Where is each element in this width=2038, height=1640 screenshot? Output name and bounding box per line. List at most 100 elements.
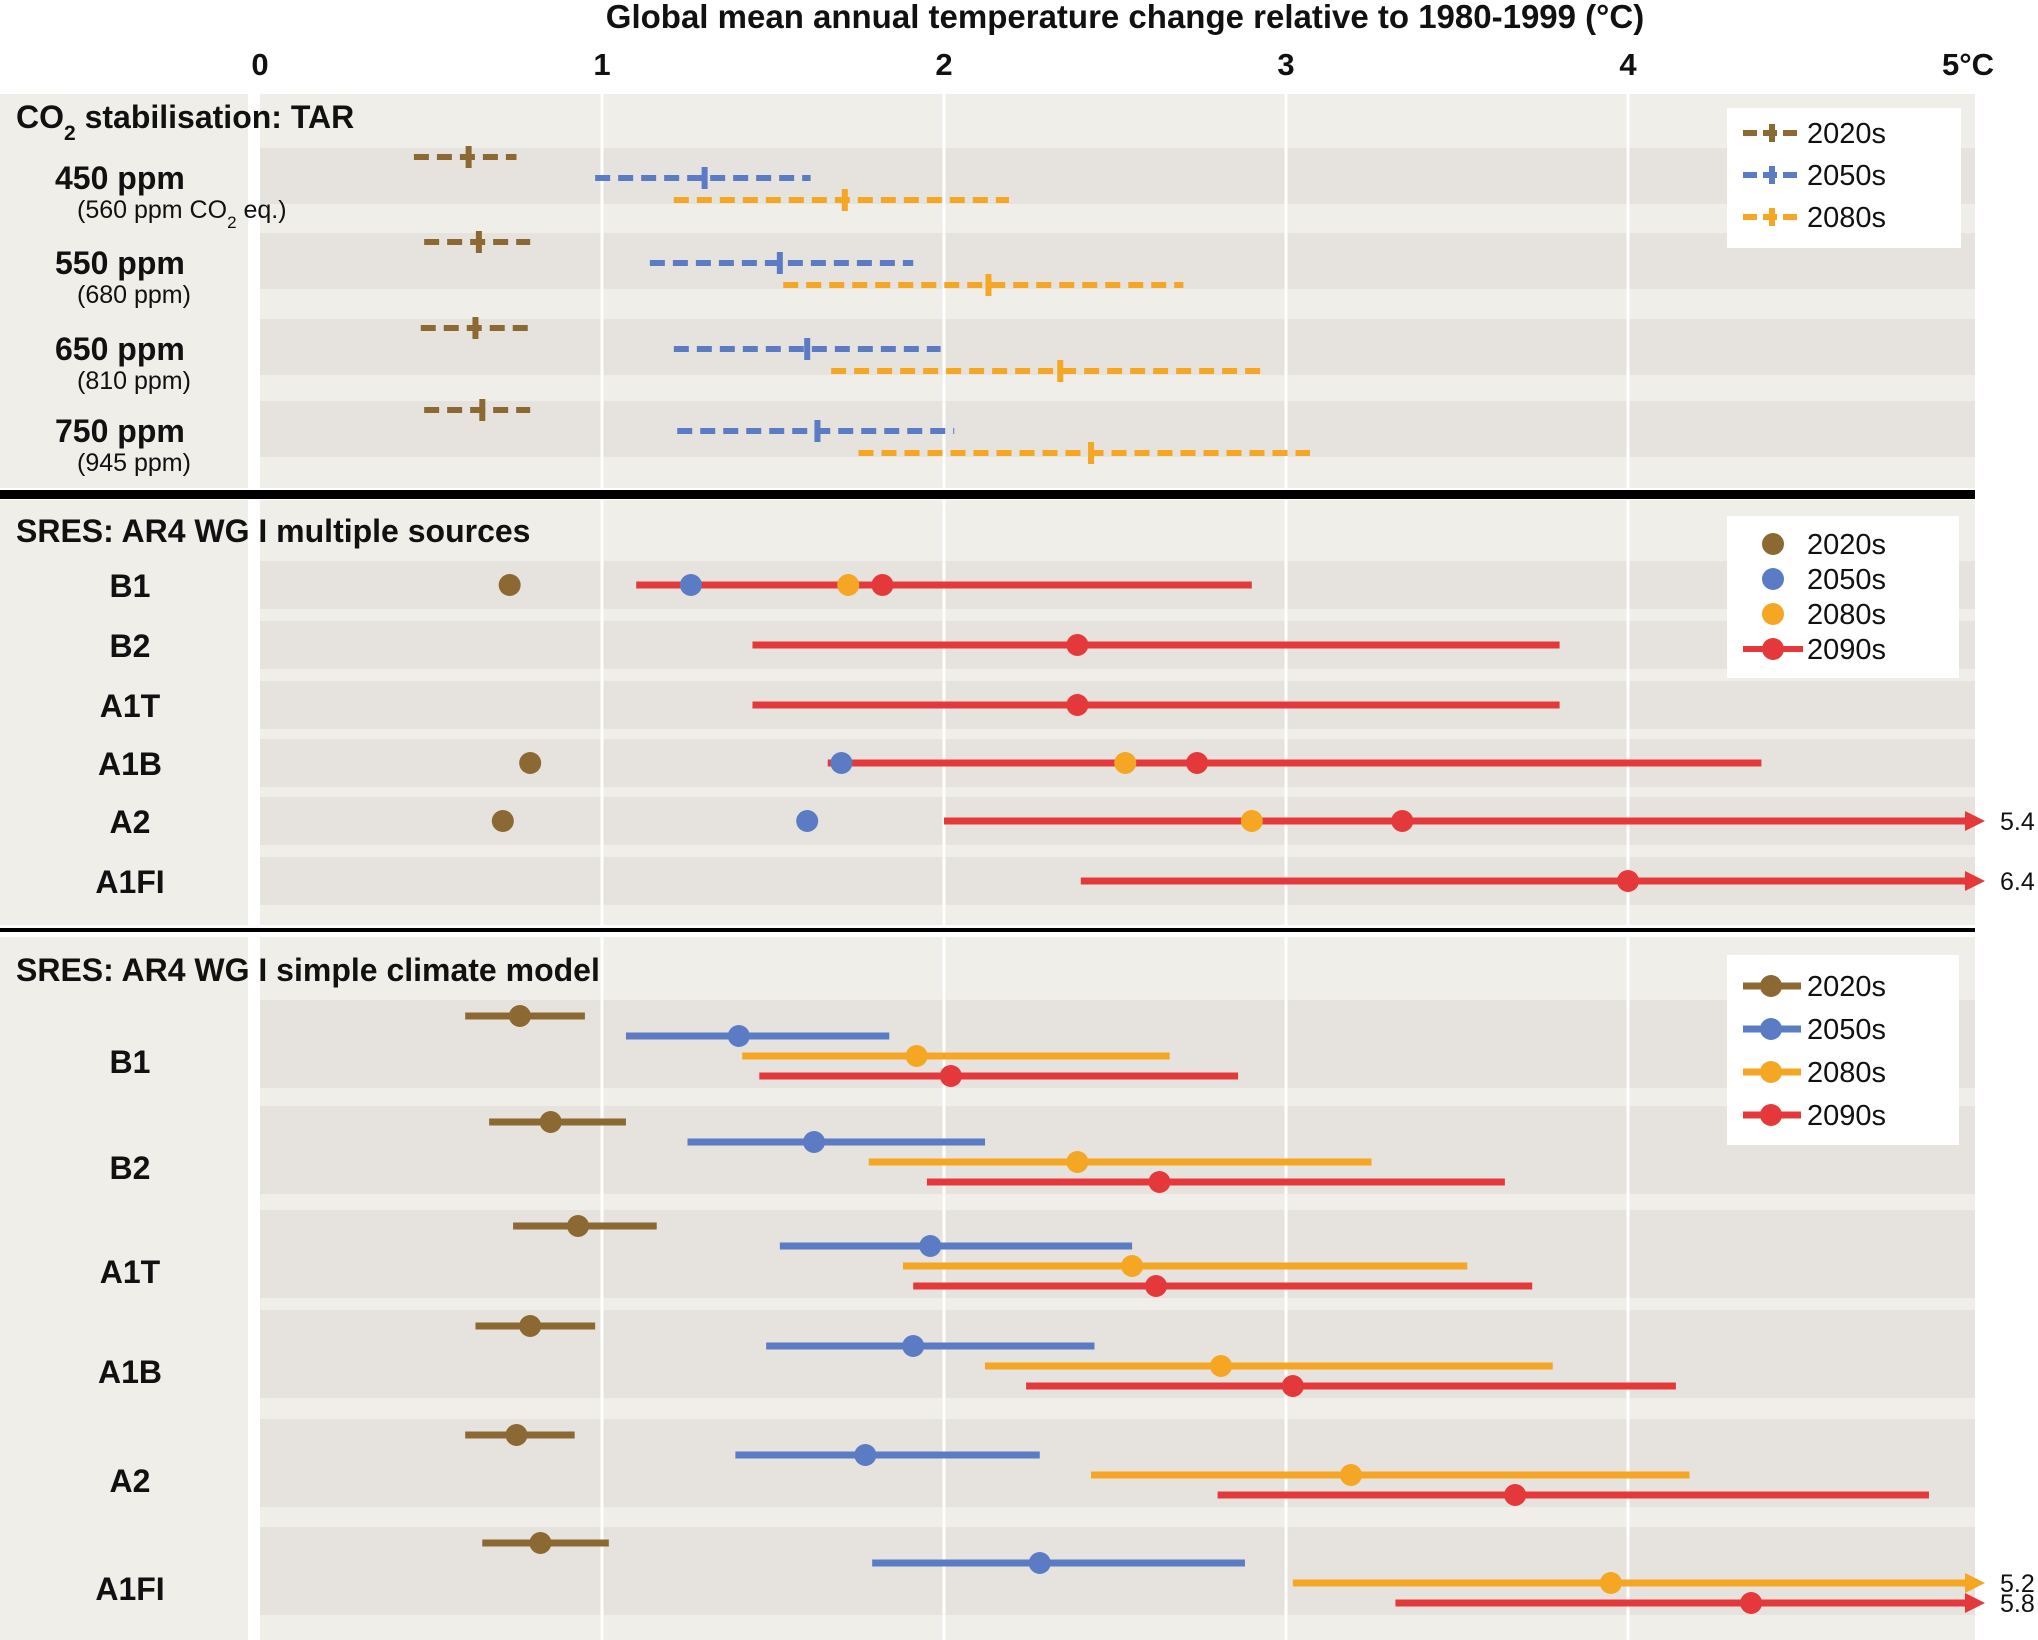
row-label: A2 xyxy=(110,1463,151,1499)
overflow-value-label: 5.8 xyxy=(2000,1590,2035,1618)
x-tick-label: 4 xyxy=(1619,47,1637,82)
legend-label: 2080s xyxy=(1807,202,1886,234)
point-2020s xyxy=(519,1315,542,1337)
row-band xyxy=(260,148,1975,204)
row-label: B1 xyxy=(110,1044,151,1080)
legend-swatch-2020s xyxy=(1762,533,1784,555)
median-tick-2020s xyxy=(479,399,486,421)
median-tick-2080s xyxy=(985,274,992,296)
point-2090s xyxy=(1740,1592,1763,1614)
point-2090s xyxy=(1148,1171,1171,1193)
point-2050s xyxy=(902,1335,925,1357)
legend-label: 2020s xyxy=(1807,971,1886,1003)
median-tick-2080s xyxy=(1057,360,1064,382)
row-label: 750 ppm xyxy=(55,413,185,449)
median-tick-2020s xyxy=(472,317,479,339)
x-tick-label: 2 xyxy=(935,47,952,82)
point-2020s xyxy=(539,1111,562,1133)
median-tick-2050s xyxy=(776,252,783,274)
legend-label: 2090s xyxy=(1807,1100,1886,1132)
row-label: A1FI xyxy=(95,1571,164,1607)
legend-swatch-2080s xyxy=(1760,1061,1782,1083)
legend-swatch-tick xyxy=(1769,208,1775,226)
legend-swatch-2090s xyxy=(1762,638,1784,660)
overflow-arrow xyxy=(1965,871,1985,891)
row-label: 550 ppm xyxy=(55,245,185,281)
point-2090s xyxy=(1391,810,1414,832)
point-2050s xyxy=(727,1025,750,1047)
legend-swatch-2020s xyxy=(1760,975,1782,997)
row-band xyxy=(260,401,1975,457)
point-2080s xyxy=(1240,810,1263,832)
point-2020s xyxy=(508,1005,531,1027)
row-label: A1FI xyxy=(95,864,164,900)
panel-title: SRES: AR4 WG I simple climate model xyxy=(16,952,600,988)
legend-label: 2050s xyxy=(1807,564,1886,596)
legend-swatch-2050s xyxy=(1762,568,1784,590)
row-sublabel: (810 ppm) xyxy=(77,367,191,395)
overflow-value-label: 5.2 xyxy=(2000,1570,2035,1598)
plot-left-strip xyxy=(248,94,260,1640)
point-2050s xyxy=(679,574,702,596)
point-2090s xyxy=(1145,1275,1168,1297)
point-2090s xyxy=(1066,634,1089,656)
legend-swatch-2080s xyxy=(1762,603,1784,625)
point-2080s xyxy=(1339,1464,1362,1486)
point-2080s xyxy=(1599,1572,1622,1594)
point-2090s xyxy=(1281,1375,1304,1397)
row-label: A1B xyxy=(98,1354,162,1390)
legend-label: 2080s xyxy=(1807,599,1886,631)
point-2080s xyxy=(1121,1255,1144,1277)
point-2020s xyxy=(491,810,514,832)
legend-swatch-tick xyxy=(1769,166,1775,184)
legend-label: 2080s xyxy=(1807,1057,1886,1089)
point-2090s xyxy=(1186,752,1209,774)
row-label: B1 xyxy=(110,568,151,604)
median-tick-2020s xyxy=(475,231,482,253)
overflow-arrow xyxy=(1965,811,1985,831)
row-band xyxy=(260,233,1975,289)
row-label: A2 xyxy=(110,804,151,840)
row-label: B2 xyxy=(110,1150,151,1186)
overflow-value-label: 6.4 xyxy=(2000,868,2035,896)
row-band xyxy=(260,319,1975,375)
point-2090s xyxy=(1617,870,1639,892)
median-tick-2050s xyxy=(804,338,811,360)
panel-separator xyxy=(0,490,1975,499)
legend-label: 2020s xyxy=(1807,529,1886,561)
overflow-arrow xyxy=(1965,1573,1985,1593)
chart-title: Global mean annual temperature change re… xyxy=(606,0,1644,35)
legend-swatch-tick xyxy=(1769,124,1775,142)
row-label: 450 ppm xyxy=(55,160,185,196)
legend-label: 2050s xyxy=(1807,160,1886,192)
median-tick-2050s xyxy=(701,167,708,189)
legend-label: 2020s xyxy=(1807,118,1886,150)
median-tick-2080s xyxy=(841,189,848,211)
point-2050s xyxy=(854,1444,877,1466)
point-2090s xyxy=(1504,1484,1527,1506)
legend-swatch-2050s xyxy=(1760,1018,1782,1040)
x-tick-label: 1 xyxy=(593,47,610,82)
point-2080s xyxy=(837,574,860,596)
row-label: B2 xyxy=(110,628,151,664)
median-tick-2080s xyxy=(1088,442,1095,464)
point-2080s xyxy=(1066,1151,1089,1173)
overflow-value-label: 5.4 xyxy=(2000,808,2035,836)
point-2050s xyxy=(803,1131,826,1153)
x-tick-label: 0 xyxy=(251,47,268,82)
row-label: A1T xyxy=(100,1254,161,1290)
point-2050s xyxy=(830,752,853,774)
panel-title: CO2 stabilisation: TAR xyxy=(16,99,354,145)
point-2090s xyxy=(939,1065,962,1087)
point-2050s xyxy=(1028,1552,1051,1574)
legend-label: 2090s xyxy=(1807,634,1886,666)
point-2090s xyxy=(1066,694,1089,716)
point-2020s xyxy=(519,752,542,774)
point-2020s xyxy=(505,1424,528,1446)
point-2020s xyxy=(498,574,521,596)
point-2080s xyxy=(1210,1355,1233,1377)
point-2050s xyxy=(796,810,819,832)
row-sublabel: (560 ppm CO2 eq.) xyxy=(77,196,287,232)
overflow-arrow xyxy=(1965,1593,1985,1613)
